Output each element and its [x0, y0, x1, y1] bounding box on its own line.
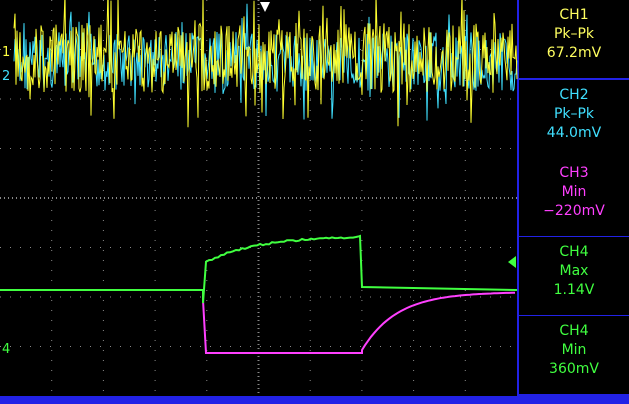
waveforms	[0, 0, 518, 354]
measurement-value: 44.0mV	[546, 125, 602, 141]
trigger-position-marker	[260, 2, 270, 12]
ch2-marker: 2	[2, 69, 10, 84]
measurement-type: Pk–Pk	[553, 106, 595, 122]
ch1-trace	[13, 0, 518, 128]
measurement-channel: CH2	[559, 87, 589, 103]
measurement-type: Min	[561, 342, 587, 358]
measurement-value: 1.14V	[553, 282, 595, 298]
measurement-type: Min	[561, 184, 587, 200]
trigger-level-marker	[508, 256, 516, 268]
measurement-box: CH1 Pk–Pk 67.2mV	[519, 0, 629, 78]
measurement-value: −220mV	[543, 203, 605, 219]
ch4-trace	[0, 234, 518, 304]
ch3-trace	[0, 289, 516, 354]
measurement-box: CH3 Min −220mV	[519, 158, 629, 236]
measurement-box: CH4 Min 360mV	[519, 316, 629, 394]
waveform-display: 1 2 4	[0, 0, 518, 396]
measurement-type: Max	[559, 263, 589, 279]
measurement-box: CH2 Pk–Pk 44.0mV	[519, 80, 629, 158]
measurement-channel: CH1	[559, 7, 589, 23]
measurement-box: CH4 Max 1.14V	[519, 237, 629, 315]
measurement-value: 67.2mV	[546, 45, 602, 61]
ch1-marker: 1	[2, 45, 10, 60]
ch4-marker: 4	[2, 342, 10, 357]
measurement-value: 360mV	[549, 361, 599, 377]
measurement-channel: CH4	[559, 323, 589, 339]
measurement-type: Pk–Pk	[553, 26, 595, 42]
measurement-channel: CH3	[559, 165, 589, 181]
measurement-channel: CH4	[559, 244, 589, 260]
